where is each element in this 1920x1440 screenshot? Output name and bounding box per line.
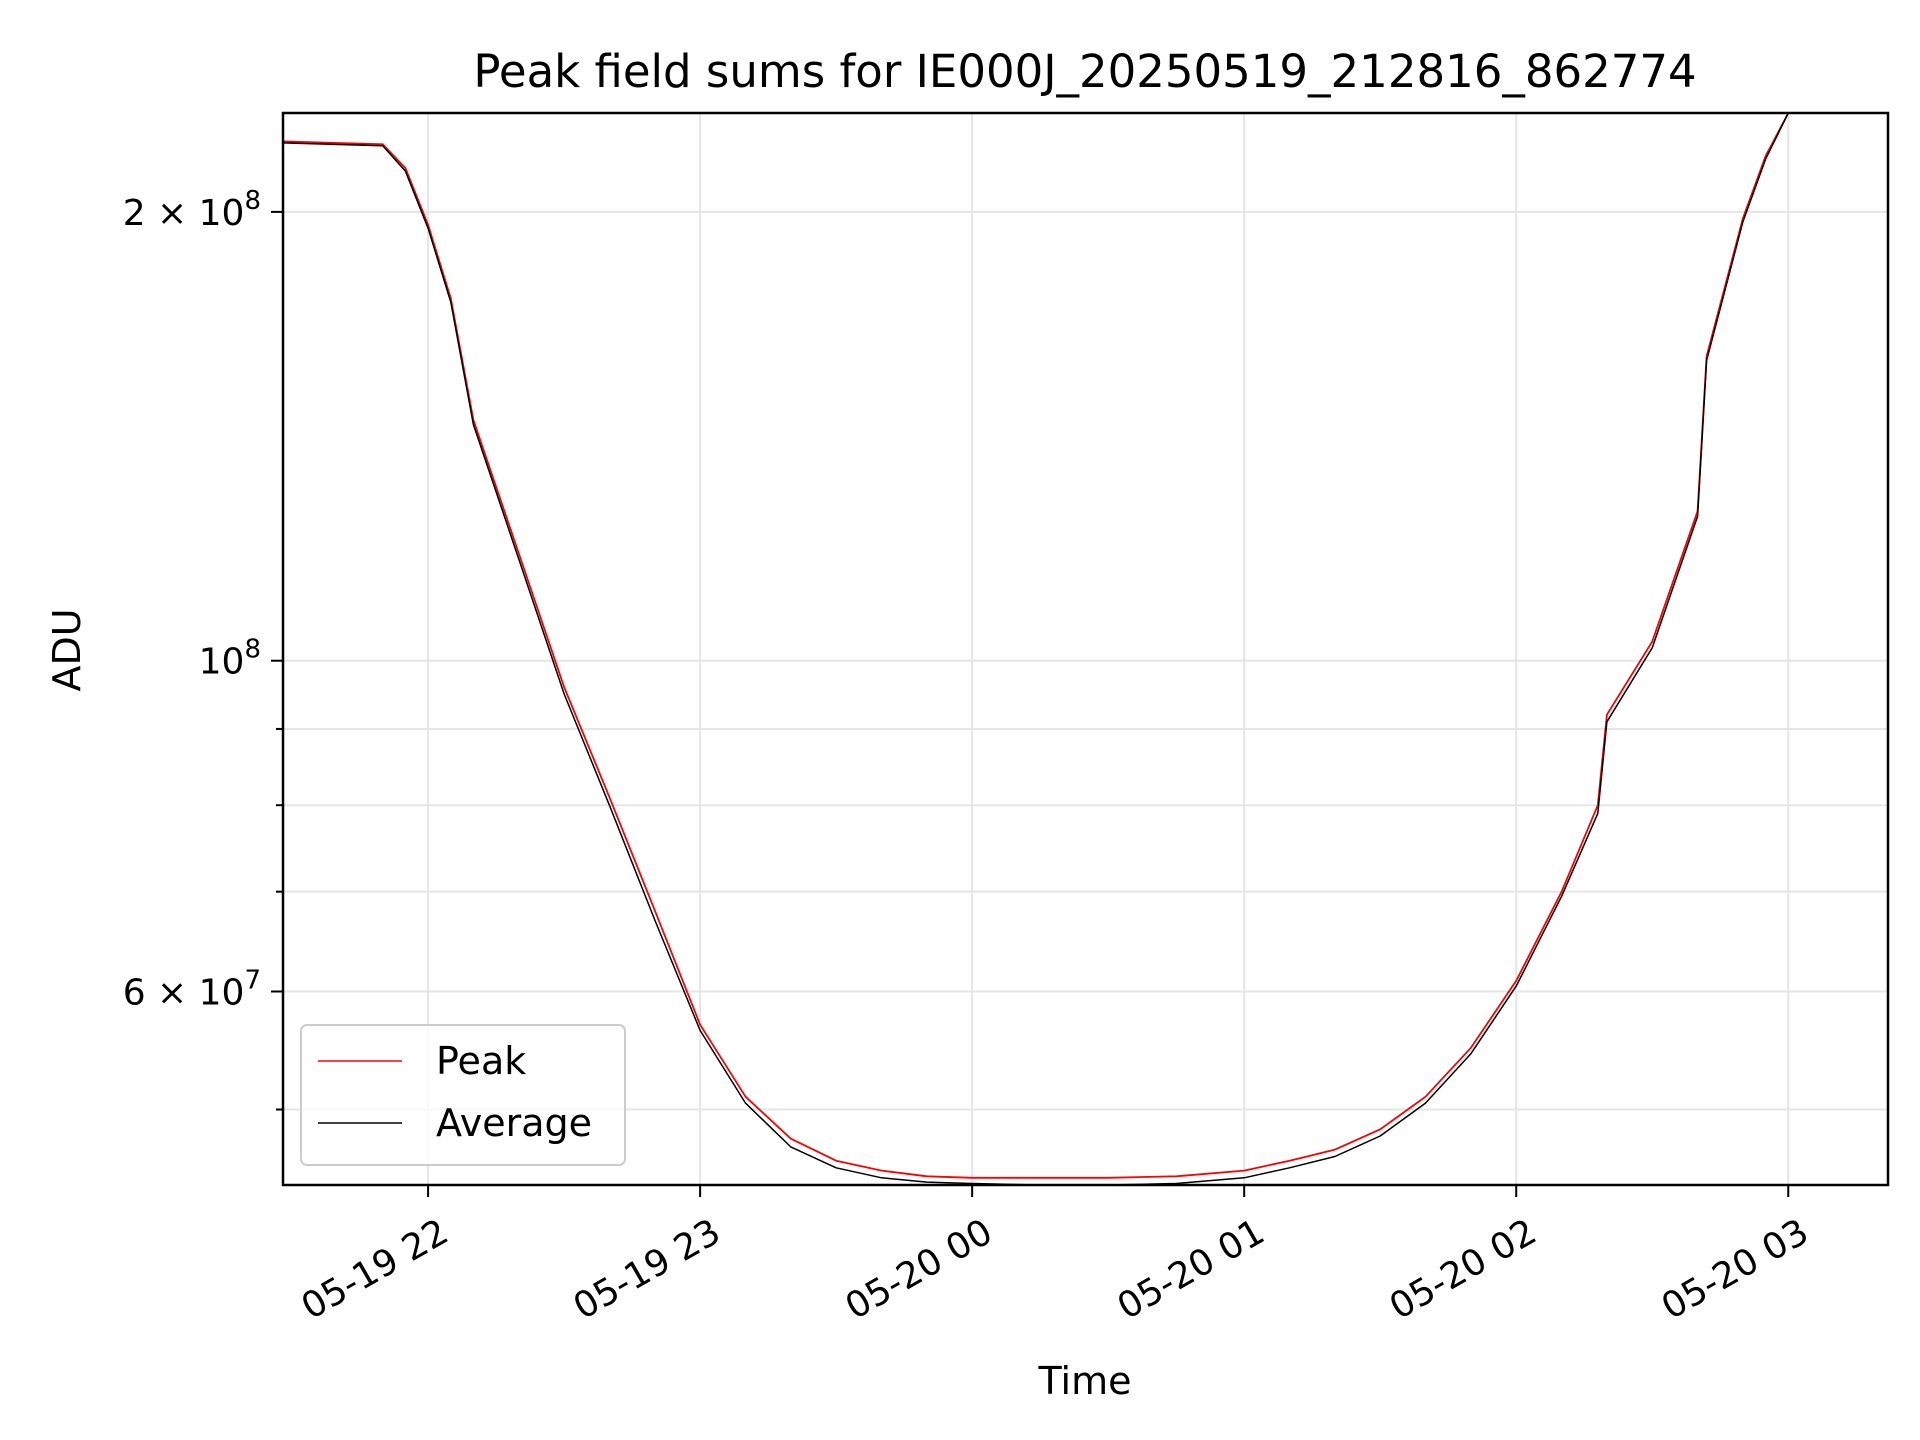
x-axis-label: Time: [1038, 1359, 1132, 1403]
x-tick-label: 05-20 01: [1111, 1211, 1272, 1327]
x-tick-label: 05-20 02: [1383, 1211, 1544, 1327]
x-axis-ticks: 05-19 22 05-19 23 05-20 00 05-20 01 05-20 02…: [295, 1185, 1816, 1328]
y-axis-ticks: 2 × 108 108 6 × 107: [123, 186, 283, 1111]
legend: Peak Average: [300, 1024, 626, 1166]
y-axis-label: ADU: [45, 608, 89, 691]
x-tick-label: 05-19 23: [567, 1211, 728, 1327]
y-tick-label: 108: [199, 635, 261, 683]
y-tick-label: 2 × 108: [123, 186, 261, 234]
plot-frame: [281, 111, 1890, 1187]
x-tick-label: 05-20 00: [839, 1211, 1000, 1327]
x-tick-label: 05-20 03: [1655, 1211, 1816, 1327]
y-tick-label: 6 × 107: [123, 965, 261, 1013]
legend-box: [300, 1024, 626, 1166]
legend-label-peak: Peak: [436, 1039, 526, 1083]
grid-lines: [283, 113, 1888, 1185]
legend-label-average: Average: [436, 1101, 592, 1145]
series-line-peak: [282, 112, 1790, 1179]
x-tick-label: 05-19 22: [295, 1211, 456, 1327]
chart-title: Peak field sums for IE000J_20250519_2128…: [473, 45, 1696, 98]
